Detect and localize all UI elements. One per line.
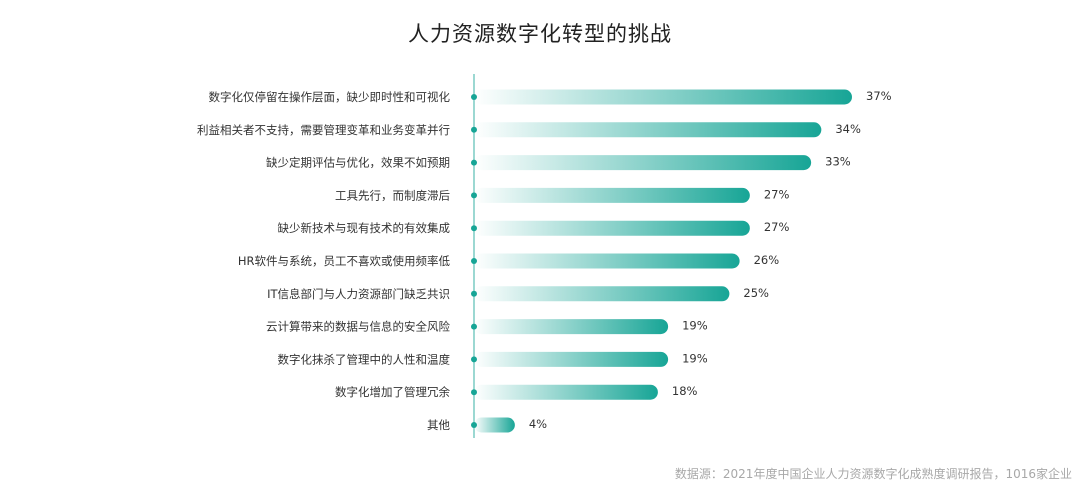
category-label: 工具先行，而制度滞后 (335, 188, 450, 202)
bar-row: 缺少新技术与现有技术的有效集成 27% (278, 220, 790, 236)
axis-dot (471, 159, 477, 166)
bar (474, 187, 750, 203)
category-label: 云计算带来的数据与信息的安全风险 (266, 320, 450, 334)
bar (474, 253, 740, 269)
bar (474, 155, 812, 171)
axis-dot (471, 290, 477, 297)
bar-row: 数字化仅停留在操作层面，缺少即时性和可视化 37% (209, 89, 892, 105)
bar (474, 122, 822, 138)
category-label: 缺少新技术与现有技术的有效集成 (278, 221, 451, 235)
bar-row: 利益相关者不支持，需要管理变革和业务变革并行 34% (197, 122, 861, 138)
category-label: 缺少定期评估与优化，效果不如预期 (266, 156, 450, 170)
value-label: 19% (682, 351, 708, 365)
bar-row: 数字化抹杀了管理中的人性和温度 19% (278, 351, 708, 367)
axis-dot (471, 258, 477, 264)
bar (474, 319, 669, 335)
value-label: 37% (866, 89, 892, 103)
axis-dot (471, 225, 477, 232)
value-label: 4% (529, 417, 547, 431)
bar (474, 89, 852, 105)
axis-dot (471, 323, 477, 330)
axis-dot (471, 94, 477, 100)
chart-title: 人力资源数字化转型的挑战 (408, 22, 672, 46)
value-label: 19% (682, 319, 708, 333)
data-source-note: 数据源：2021年度中国企业人力资源数字化成熟度调研报告，1016家企业 (674, 467, 1072, 481)
value-label: 26% (754, 253, 780, 267)
category-label: IT信息部门与人力资源部门缺乏共识 (267, 287, 450, 301)
value-label: 25% (743, 286, 769, 300)
bar (474, 286, 730, 302)
bar-row: 缺少定期评估与优化，效果不如预期 33% (266, 155, 851, 171)
bar-row: 其他 4% (427, 417, 547, 433)
value-label: 27% (764, 187, 790, 201)
axis-dot (471, 356, 477, 363)
bar (474, 351, 669, 367)
bar-row: 数字化增加了管理冗余 18% (335, 384, 698, 400)
category-label: 数字化增加了管理冗余 (335, 385, 450, 399)
category-label: 其他 (427, 418, 450, 432)
category-label: 数字化抹杀了管理中的人性和温度 (278, 352, 451, 366)
axis-dot (471, 192, 477, 199)
bar (474, 384, 658, 400)
bar-row: IT信息部门与人力资源部门缺乏共识 25% (267, 286, 769, 302)
bar-row: HR软件与系统，员工不喜欢或使用频率低 26% (238, 253, 779, 269)
category-label: 利益相关者不支持，需要管理变革和业务变革并行 (197, 123, 450, 137)
value-label: 33% (825, 155, 851, 169)
bar-row: 工具先行，而制度滞后 27% (335, 187, 789, 203)
axis-dot (471, 126, 477, 133)
bar-row: 云计算带来的数据与信息的安全风险 19% (266, 319, 708, 335)
bar (474, 220, 750, 236)
axis-dot (471, 422, 477, 428)
category-label: 数字化仅停留在操作层面，缺少即时性和可视化 (209, 90, 451, 104)
value-label: 18% (672, 384, 698, 398)
category-label: HR软件与系统，员工不喜欢或使用频率低 (238, 254, 451, 268)
value-label: 34% (835, 122, 861, 136)
axis-dot (471, 389, 477, 396)
value-label: 27% (764, 220, 790, 234)
bar (474, 417, 515, 433)
